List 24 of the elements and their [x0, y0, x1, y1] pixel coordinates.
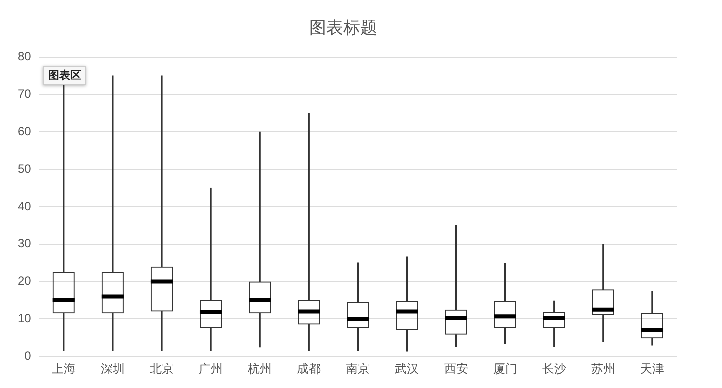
- x-tick-label: 天津: [640, 362, 664, 376]
- y-tick-label: 40: [18, 199, 32, 214]
- annotation: 图表区: [43, 66, 86, 86]
- x-tick-label: 广州: [199, 362, 224, 376]
- chart-title: 图表标题: [310, 18, 378, 39]
- x-tick-label: 厦门: [493, 362, 518, 376]
- y-tick-label: 80: [18, 50, 32, 64]
- y-tick-label: 60: [18, 124, 32, 139]
- y-tick-label: 70: [18, 87, 32, 102]
- x-tick-label: 北京: [150, 362, 174, 376]
- y-tick-label: 20: [18, 274, 32, 288]
- x-tick-label: 长沙: [542, 362, 566, 376]
- x-tick-label: 上海: [52, 362, 76, 376]
- y-tick-label: 10: [18, 312, 32, 326]
- x-tick-label: 成都: [297, 362, 322, 376]
- y-tick-label: 50: [18, 162, 32, 176]
- x-tick-label: 苏州: [591, 362, 616, 376]
- x-tick-label: 武汉: [395, 362, 420, 376]
- x-tick-label: 深圳: [100, 362, 125, 376]
- x-tick-label: 南京: [346, 362, 370, 376]
- x-tick-label: 西安: [444, 362, 468, 376]
- x-tick-label: 杭州: [247, 362, 272, 376]
- y-tick-label: 30: [18, 236, 32, 251]
- y-tick-label: 0: [24, 348, 32, 363]
